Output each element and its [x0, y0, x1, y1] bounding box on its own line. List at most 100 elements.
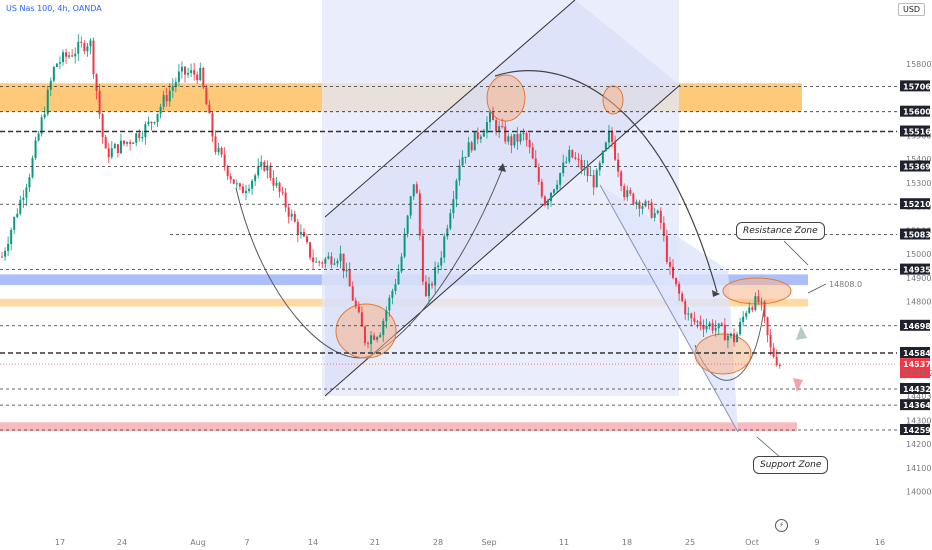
candle-body — [504, 126, 507, 142]
candle-body — [470, 142, 473, 151]
candle-body — [641, 206, 644, 209]
candle-body — [354, 300, 357, 307]
level-price-label: 14259.7 — [903, 426, 932, 435]
candle-body — [659, 210, 662, 223]
candle-body — [385, 310, 388, 322]
candle-body — [86, 46, 89, 52]
candle-body — [77, 41, 80, 54]
candle-body — [232, 179, 235, 184]
candle-body — [43, 114, 46, 118]
candle-body — [437, 265, 440, 268]
arrow-head-right — [712, 290, 720, 297]
candle-body — [434, 267, 437, 286]
candle-body — [717, 323, 720, 329]
candle-body — [611, 131, 613, 142]
candle-body — [376, 337, 379, 340]
y-tick-label: 14200.0 — [906, 440, 932, 449]
candle-body — [546, 201, 549, 206]
candle-body — [287, 207, 290, 217]
candle-body — [345, 269, 348, 272]
countdown-label: 03:56:23 — [903, 369, 932, 378]
candle-body — [476, 132, 479, 140]
candle-body — [525, 133, 528, 140]
current-price-badge — [900, 358, 930, 379]
highlight-ellipse — [335, 303, 397, 359]
y-tick-label: 15000.0 — [906, 250, 932, 259]
candle-body — [440, 257, 443, 266]
candle-body — [665, 235, 668, 263]
candle-body — [632, 193, 635, 205]
lightning-icon[interactable]: ⚡ — [775, 519, 788, 532]
candle-body — [324, 258, 327, 264]
candle-body — [464, 156, 467, 158]
candle-body — [400, 256, 403, 272]
candle-body — [489, 112, 491, 123]
candle-body — [327, 256, 330, 259]
down-arrow-hint — [793, 378, 803, 392]
drawings-layer: 14808.0 — [235, 0, 862, 459]
candle-body — [583, 167, 586, 170]
candle-body — [485, 122, 488, 133]
candle-body — [580, 159, 583, 170]
candle-body — [260, 161, 263, 167]
candle-body — [397, 271, 400, 285]
candle-body — [604, 142, 607, 151]
y-tick-label: 14900.0 — [906, 274, 932, 283]
y-tick-label: 15300.0 — [906, 179, 932, 188]
level-price-badge — [900, 347, 930, 358]
x-tick-label: 17 — [55, 538, 65, 547]
candle-body — [168, 90, 171, 102]
candle-body — [370, 335, 373, 345]
candle-body — [156, 113, 159, 123]
x-tick-label: Oct — [745, 538, 759, 547]
candle-body — [772, 347, 775, 357]
candle-body — [336, 261, 339, 264]
level-price-label: 14584.0 — [903, 349, 932, 358]
candle-body — [241, 186, 244, 194]
x-tick-label: 11 — [559, 538, 569, 547]
candle-body — [144, 124, 147, 138]
candle-body — [638, 201, 641, 209]
x-tick-label: Sep — [481, 538, 496, 547]
candle-body — [656, 210, 659, 214]
candle-body — [760, 301, 763, 303]
level-price-label: 15083.0 — [903, 231, 932, 240]
candle-body — [507, 136, 510, 142]
candle-body — [467, 142, 470, 157]
candle-body — [220, 147, 223, 155]
candle-body — [473, 132, 476, 151]
symbol-title: US Nas 100, 4h, OANDA — [6, 4, 102, 13]
candle-body — [71, 55, 74, 57]
currency-button[interactable]: USD — [898, 3, 926, 16]
candle-body — [80, 41, 83, 43]
level-price-badge — [900, 399, 930, 411]
candle-body — [534, 158, 537, 168]
x-tick-label: 7 — [244, 538, 249, 547]
candle-body — [373, 335, 376, 340]
candle-body — [281, 191, 284, 193]
candle-body — [132, 142, 135, 144]
candle-body — [19, 199, 22, 214]
candle-body — [113, 144, 116, 149]
candles-layer — [1, 34, 781, 369]
y-tick-label: 14100.0 — [906, 464, 932, 473]
candle-body — [74, 53, 77, 57]
candle-body — [742, 316, 745, 322]
candle-body — [617, 159, 620, 172]
candle-body — [391, 290, 394, 298]
candle-body — [141, 137, 144, 139]
candle-body — [7, 243, 10, 251]
candle-body — [229, 176, 232, 180]
candle-body — [107, 148, 110, 158]
candle-body — [513, 134, 516, 146]
candle-body — [348, 269, 351, 287]
candle-body — [339, 253, 342, 262]
candle-body — [312, 257, 315, 263]
candle-body — [382, 321, 385, 336]
candle-body — [653, 213, 656, 218]
candle-body — [223, 154, 226, 166]
candle-body — [199, 67, 202, 81]
candle-body — [592, 175, 595, 188]
candle-body — [678, 283, 681, 294]
